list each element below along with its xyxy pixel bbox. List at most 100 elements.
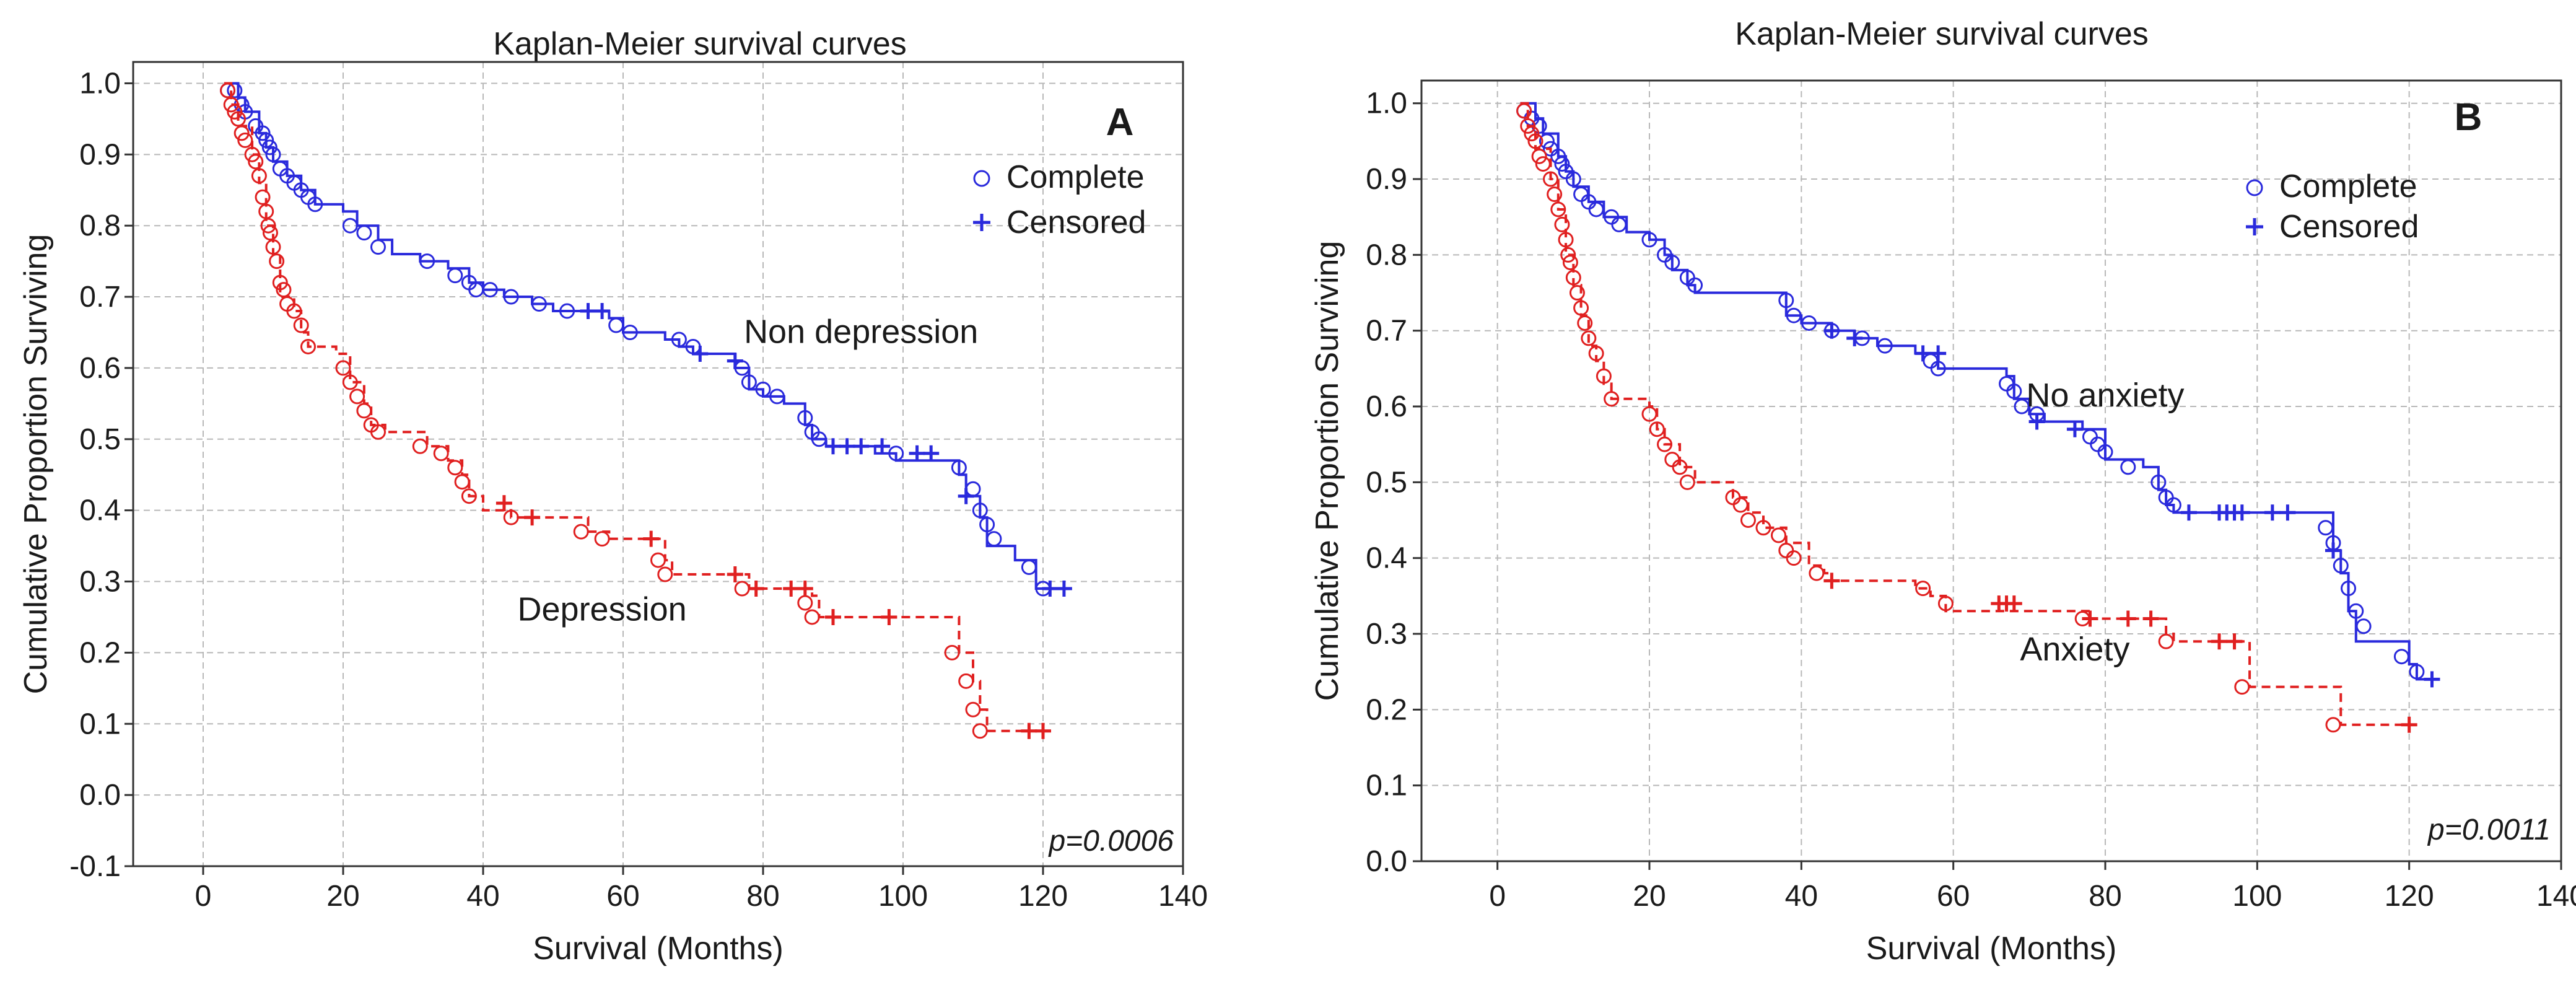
y-tick-label: 0.4 [1366, 542, 1407, 575]
complete-event-marker [1649, 421, 1665, 437]
complete-event-marker [608, 317, 624, 333]
complete-event-marker [1778, 292, 1794, 309]
complete-event-marker [573, 524, 589, 540]
complete-event-marker [349, 388, 365, 405]
complete-event-marker [1524, 126, 1540, 142]
x-tick-label: 20 [326, 880, 359, 913]
complete-event-marker [755, 381, 771, 397]
legend-complete-label: Complete [1006, 159, 1145, 195]
plot-frame [132, 61, 1184, 867]
complete-event-marker [1740, 512, 1756, 529]
censored-marker [2279, 504, 2296, 521]
complete-event-marker [1732, 497, 1749, 513]
curve-annotation: Anxiety [2020, 631, 2129, 668]
legend: Complete Censored [2246, 169, 2419, 245]
censored-marker [643, 530, 660, 547]
censored-marker [748, 581, 764, 597]
censored-marker [783, 581, 800, 597]
complete-event-marker [251, 168, 267, 184]
censored-marker [909, 445, 925, 462]
y-tick-label: 0.9 [79, 138, 121, 171]
complete-event-marker [1657, 436, 1673, 452]
complete-event-marker [1679, 474, 1695, 490]
panel-letter: B [2455, 96, 2482, 139]
complete-event-marker [2234, 679, 2250, 695]
complete-event-marker [965, 701, 981, 717]
complete-event-marker [1531, 148, 1547, 164]
x-tick-label: 120 [1018, 880, 1068, 913]
complete-event-marker [1569, 285, 1585, 301]
complete-event-marker [741, 374, 757, 390]
censored-marker [692, 345, 709, 362]
complete-event-marker [2325, 717, 2341, 733]
complete-event-marker [734, 581, 750, 597]
censored-marker [1823, 322, 1840, 339]
complete-event-marker [972, 723, 988, 739]
chart-title: Kaplan-Meier survival curves [493, 26, 907, 62]
complete-event-marker [1641, 232, 1657, 248]
y-axis-title: Cumulative Proportion Surviving [18, 234, 54, 695]
complete-event-marker [342, 217, 358, 234]
complete-event-marker [2014, 398, 2030, 415]
censored-marker [727, 353, 743, 369]
panel-b: 0 20 40 60 80 100 120 140 0.0 0.1 0.2 0.3 0.4 0.5 0.6 0… [1309, 16, 2576, 967]
complete-event-marker [1786, 550, 1802, 566]
x-tick-label: 140 [1158, 880, 1208, 913]
complete-event-marker [237, 132, 253, 148]
y-tick-label: 0.8 [1366, 239, 1407, 271]
censored-marker [2180, 504, 2197, 521]
complete-event-marker [650, 552, 666, 568]
complete-event-marker [1611, 216, 1627, 232]
complete-event-marker [2158, 633, 2174, 649]
censored-marker [797, 581, 813, 597]
complete-event-marker [769, 388, 785, 405]
y-tick-label: 0.2 [79, 636, 121, 669]
complete-event-marker [1915, 581, 1931, 597]
censored-marker [2211, 633, 2227, 650]
complete-event-marker [2356, 618, 2372, 634]
complete-event-marker [944, 644, 960, 660]
complete-event-marker [220, 82, 236, 99]
complete-event-marker [531, 296, 547, 312]
complete-event-marker [2409, 664, 2425, 680]
complete-event-marker [1535, 156, 1551, 172]
complete-event-marker [1588, 201, 1604, 217]
complete-event-marker [1801, 315, 1817, 331]
censored-marker [1035, 722, 1051, 739]
complete-event-marker [482, 282, 498, 298]
complete-event-marker [1930, 361, 1946, 377]
censored-marker [923, 445, 940, 462]
complete-event-marker [1877, 338, 1893, 354]
complete-event-marker [811, 431, 827, 447]
x-tick-label: 60 [1937, 880, 1970, 913]
km-series [220, 82, 1051, 739]
complete-event-marker [447, 268, 463, 284]
complete-event-marker [2393, 649, 2409, 665]
y-tick-label: 0.0 [79, 779, 121, 812]
legend-censored-symbol [2246, 218, 2263, 235]
x-tick-label: 40 [1785, 880, 1818, 913]
complete-event-marker [622, 324, 638, 340]
complete-event-marker [1596, 368, 1612, 384]
y-tick-label: 0.8 [79, 209, 121, 242]
complete-event-marker [419, 253, 435, 270]
complete-event-marker [1560, 247, 1576, 263]
curve-annotation: Depression [518, 591, 687, 628]
y-tick-label: -0.1 [69, 850, 121, 883]
complete-event-marker [227, 103, 243, 120]
y-tick-label: 0.5 [79, 423, 121, 456]
complete-event-marker [965, 481, 981, 497]
y-tick-label: 0.3 [79, 566, 121, 599]
x-axis-title: Survival (Months) [533, 931, 784, 967]
censored-marker [2142, 610, 2159, 627]
complete-event-marker [1577, 315, 1593, 331]
curve-annotation: Non depression [744, 314, 978, 351]
panel-letter: A [1106, 101, 1134, 144]
censored-marker [1042, 581, 1059, 597]
legend-complete-label: Complete [2279, 169, 2417, 204]
complete-event-marker [468, 282, 484, 298]
censored-marker [2082, 610, 2098, 627]
complete-event-marker [2097, 444, 2113, 460]
complete-event-marker [671, 331, 687, 348]
